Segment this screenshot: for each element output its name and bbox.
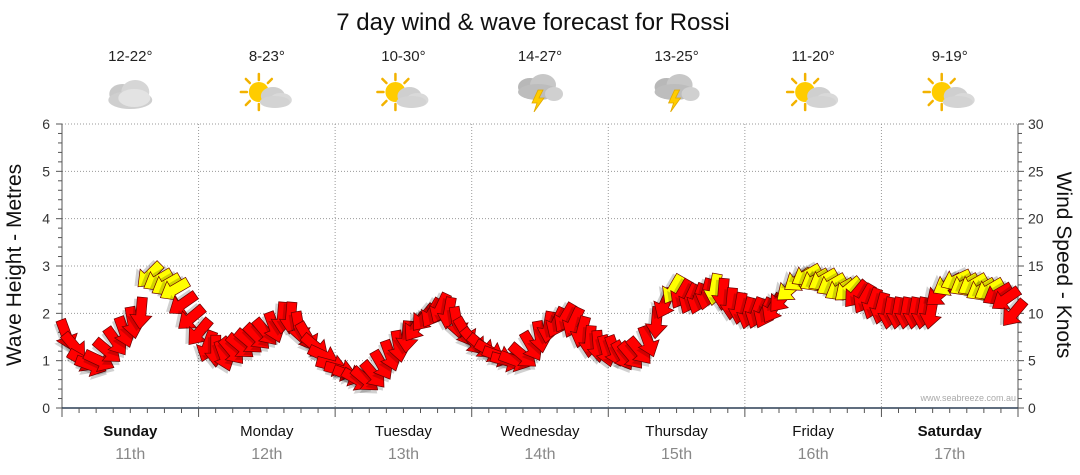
wind-arrow: [989, 284, 1022, 310]
wind-arrows: [53, 259, 1029, 394]
wind-arrow-shape: [178, 303, 207, 329]
right-tick-label: 30: [1028, 116, 1044, 132]
temperature-range: 8-23°: [249, 48, 285, 65]
left-tick-label: 5: [42, 163, 50, 179]
day-date-label: 17th: [934, 446, 965, 463]
wind-arrow: [378, 338, 402, 374]
cloudy-icon: [108, 80, 153, 109]
wind-arrow: [119, 305, 145, 342]
wind-arrow: [166, 289, 199, 315]
right-tick-label: 5: [1028, 353, 1036, 369]
storm-icon: [517, 73, 564, 112]
left-tick-label: 0: [42, 400, 50, 416]
left-tick-label: 3: [42, 258, 50, 274]
storm-icon: [654, 73, 701, 112]
left-tick-label: 1: [42, 353, 50, 369]
left-tick-label: 2: [42, 305, 50, 321]
day-name-label: Saturday: [918, 423, 983, 440]
chart-axes: 0 1 2 3 4 5 6 0 5 10 15 20 25 30: [42, 116, 1044, 417]
right-tick-label: 25: [1028, 163, 1044, 179]
wind-arrow: [175, 302, 207, 329]
day-date-label: 13th: [388, 446, 419, 463]
day-date-label: 12th: [251, 446, 282, 463]
right-tick-label: 0: [1028, 400, 1036, 416]
wind-arrow-shape: [168, 290, 199, 315]
wind-arrow-shape: [159, 276, 192, 301]
chart-grid: [62, 123, 1018, 408]
temperature-range: 14-27°: [518, 48, 562, 65]
wind-arrow: [635, 324, 660, 360]
wind-arrow-shape: [637, 324, 660, 358]
wind-arrow-shape: [129, 296, 153, 330]
day-date-label: 14th: [524, 446, 555, 463]
wind-arrow: [999, 297, 1029, 326]
temperature-range: 9-19°: [932, 48, 968, 65]
chart-title: 7 day wind & wave forecast for Rossi: [336, 9, 730, 36]
weather-icons: 12-22° 8-23° 10-30° 14-27° 13-25° 11-20° 9-19°: [108, 48, 976, 112]
right-tick-label: 20: [1028, 211, 1044, 227]
left-tick-label: 4: [42, 211, 50, 227]
right-tick-label: 10: [1028, 305, 1044, 321]
partly-sunny-icon: [376, 72, 430, 112]
temperature-range: 12-22°: [108, 48, 152, 65]
left-axis-title: Wave Height - Metres: [3, 164, 26, 366]
wind-arrow-shape: [991, 285, 1022, 310]
left-tick-label: 6: [42, 116, 50, 132]
wind-arrow: [916, 296, 942, 331]
day-name-label: Wednesday: [501, 423, 580, 440]
day-date-label: 11th: [115, 446, 145, 463]
temperature-range: 11-20°: [792, 48, 835, 65]
wind-arrow: [126, 296, 153, 331]
day-labels: Sunday 11th Monday 12th Tuesday 13th Wednesday…: [103, 423, 982, 463]
right-axis-title: Wind Speed - Knots: [1052, 172, 1075, 359]
partly-sunny-icon: [785, 72, 840, 112]
wind-arrow: [211, 338, 236, 374]
day-name-label: Monday: [240, 423, 294, 440]
temperature-range: 10-30°: [381, 48, 425, 65]
day-name-label: Friday: [792, 423, 834, 440]
partly-sunny-icon: [239, 72, 294, 112]
temperature-range: 13-25°: [654, 48, 698, 65]
partly-sunny-icon: [922, 72, 976, 112]
right-tick-label: 15: [1028, 258, 1044, 274]
day-date-label: 15th: [661, 446, 692, 463]
credit-text: www.seabreeze.com.au: [919, 393, 1016, 403]
wind-arrow: [385, 329, 411, 365]
day-name-label: Sunday: [103, 423, 158, 440]
day-name-label: Tuesday: [375, 423, 432, 440]
day-name-label: Thursday: [645, 423, 708, 440]
wind-arrow-shape: [1003, 297, 1029, 326]
day-date-label: 16th: [798, 446, 829, 463]
wind-arrow: [526, 319, 552, 356]
wind-arrow: [157, 275, 192, 301]
